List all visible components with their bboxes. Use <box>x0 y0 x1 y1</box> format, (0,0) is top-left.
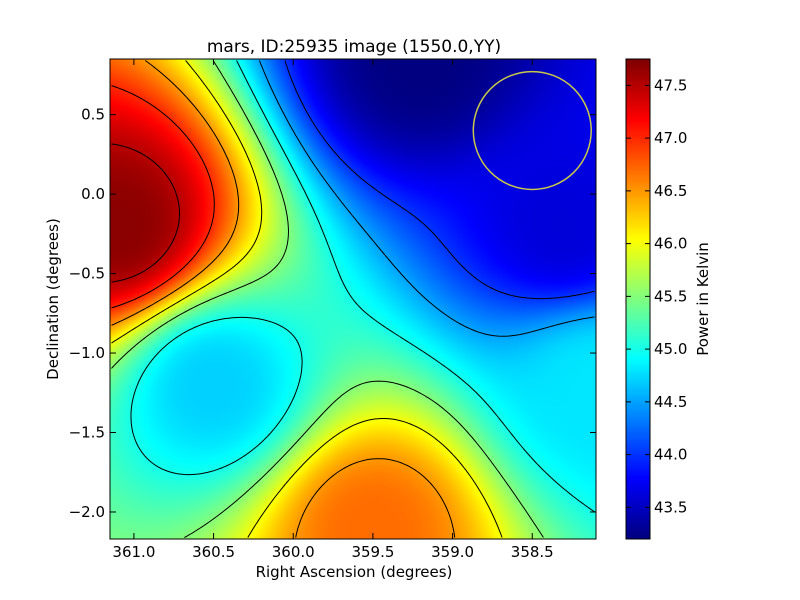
colorbar: 43.5 44.0 44.5 45.0 45.5 46.0 46.5 47.0 47.5 <box>625 58 687 540</box>
contour-line <box>111 60 503 538</box>
x-axis-label: Right Ascension (degrees) <box>256 563 453 581</box>
y-tick-label: −1.0 <box>69 344 105 362</box>
x-tick-label: 360.5 <box>192 543 235 561</box>
y-tick-label: −0.5 <box>69 265 105 283</box>
y-tick-label: 0.5 <box>81 106 105 124</box>
contour-line <box>130 60 595 513</box>
colorbar-tick-label: 44.5 <box>654 393 687 411</box>
plot-frame <box>109 58 597 540</box>
y-axis: 0.5 0.0 −0.5 −1.0 −1.5 −2.0 <box>69 106 596 521</box>
colorbar-tick-label: 47.5 <box>654 76 687 94</box>
x-tick-label: 359.5 <box>351 543 394 561</box>
colorbar-tick-label: 46.0 <box>654 235 687 253</box>
colorbar-tick-label: 43.5 <box>654 498 687 516</box>
y-tick-label: 0.0 <box>81 185 105 203</box>
colorbar-tick-label: 45.0 <box>654 340 687 358</box>
y-tick-label: −2.0 <box>69 503 105 521</box>
colorbar-gradient <box>626 59 650 539</box>
chart-title: mars, ID:25935 image (1550.0,YY) <box>207 37 501 57</box>
colorbar-tick-label: 44.0 <box>654 446 687 464</box>
contour-line <box>111 85 215 309</box>
plot-area <box>109 58 597 540</box>
colorbar-tick-label: 46.5 <box>654 182 687 200</box>
y-tick-label: −1.5 <box>69 424 105 442</box>
contour-line <box>111 60 456 538</box>
beam-circle <box>472 70 592 191</box>
contour-line <box>259 60 595 337</box>
colorbar-tick-label: 45.5 <box>654 287 687 305</box>
contour-lines <box>111 60 595 538</box>
y-axis-label: Declination (degrees) <box>44 218 62 380</box>
x-tick-label: 361.0 <box>112 543 155 561</box>
colorbar-tick-label: 47.0 <box>654 129 687 147</box>
x-tick-label: 359.0 <box>431 543 474 561</box>
contour-line <box>284 60 595 300</box>
x-tick-label: 360.0 <box>272 543 315 561</box>
contour-line <box>111 143 180 283</box>
colorbar-label: Power in Kelvin <box>694 242 712 356</box>
colorbar-frame <box>625 58 651 540</box>
x-axis: 361.0 360.5 360.0 359.5 359.0 358.5 <box>112 59 554 561</box>
colorbar-ticks: 43.5 44.0 44.5 45.0 45.5 46.0 46.5 47.0 47.5 <box>626 76 687 516</box>
x-tick-label: 358.5 <box>511 543 554 561</box>
